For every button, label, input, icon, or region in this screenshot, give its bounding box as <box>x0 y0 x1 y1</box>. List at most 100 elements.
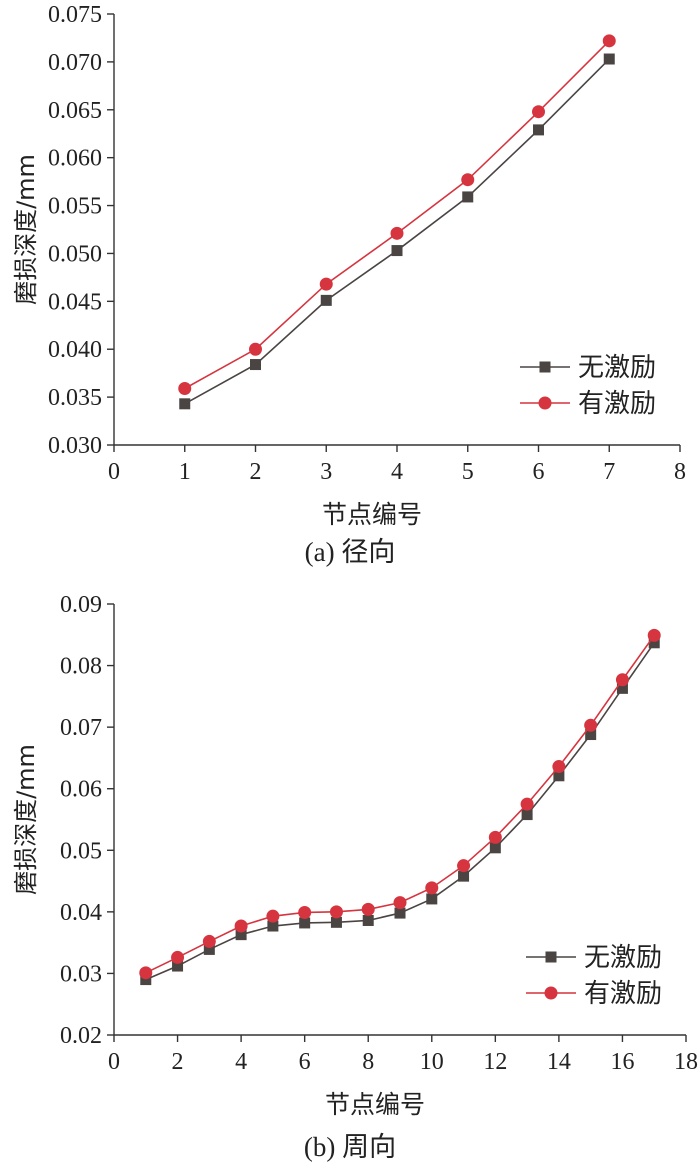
legend-marker-circle <box>544 986 558 1000</box>
series-line <box>184 40 610 390</box>
data-point-square <box>140 974 152 986</box>
legend-marker-square <box>539 361 551 373</box>
data-point-square <box>462 191 474 203</box>
data-point-circle <box>178 381 192 395</box>
data-point-square <box>585 729 597 741</box>
data-point-circle <box>390 226 404 240</box>
data-point-circle <box>520 797 534 811</box>
data-point-square <box>489 842 501 854</box>
y-axis-label: 磨损深度/mm <box>12 154 40 305</box>
data-point-circle <box>615 673 629 687</box>
y-tick-label: 0.030 <box>48 433 102 459</box>
legend-label: 有激励 <box>584 979 662 1009</box>
data-point-circle <box>425 881 439 895</box>
series-line <box>145 634 655 974</box>
y-tick-label: 0.055 <box>48 194 102 220</box>
y-tick-label: 0.040 <box>48 337 102 363</box>
data-point-square <box>616 682 628 694</box>
y-tick-label: 0.09 <box>60 592 102 618</box>
x-axis-label: 节点编号 <box>322 500 422 529</box>
data-point-square <box>320 294 332 306</box>
y-tick-label: 0.050 <box>48 241 102 267</box>
legend-label: 有激励 <box>578 389 656 419</box>
y-tick-label: 0.075 <box>48 2 102 28</box>
data-point-square <box>362 914 374 926</box>
data-point-circle <box>461 173 475 187</box>
y-tick-label: 0.065 <box>48 98 102 124</box>
x-tick-label: 2 <box>250 459 262 485</box>
data-point-circle <box>249 342 262 356</box>
y-tick-label: 0.08 <box>60 654 102 680</box>
y-tick-label: 0.070 <box>48 50 102 76</box>
data-point-square <box>330 916 342 928</box>
y-tick-label: 0.06 <box>60 777 102 803</box>
data-point-circle <box>393 896 407 910</box>
data-point-square <box>172 960 184 972</box>
x-tick-label: 4 <box>235 1049 247 1075</box>
chart-panel-circumferential: 0 2 4 6 8 10 12 14 16 18 0.02 0.03 0.04 0.05 0.06 0.07 0… <box>0 580 700 1162</box>
x-tick-label: 2 <box>172 1049 184 1075</box>
series-line <box>145 642 655 981</box>
x-axis-label: 节点编号 <box>325 1090 425 1119</box>
data-point-square <box>179 398 191 410</box>
data-point-circle <box>552 760 566 774</box>
y-tick-label: 0.03 <box>60 961 102 987</box>
x-tick-label: 8 <box>362 1049 374 1075</box>
data-point-square <box>648 637 660 649</box>
y-tick-label: 0.035 <box>48 385 102 411</box>
chart-panel-radial: 0 1 2 3 4 5 6 7 8 0.030 0.035 0.040 0.045 0.050 0.055 0… <box>0 0 700 580</box>
data-point-square <box>235 929 247 941</box>
data-point-circle <box>329 905 343 919</box>
x-tick-label: 0 <box>108 459 120 485</box>
x-tick-label: 3 <box>320 459 332 485</box>
x-tick-label: 0 <box>108 1049 120 1075</box>
chart-caption: (a) 径向 <box>304 537 396 567</box>
y-tick-label: 0.045 <box>48 289 102 315</box>
data-point-square <box>299 917 311 929</box>
x-tick-label: 1 <box>179 459 191 485</box>
y-tick-label: 0.05 <box>60 838 102 864</box>
data-point-circle <box>171 950 185 964</box>
legend-marker-square <box>545 951 557 963</box>
data-point-circle <box>234 919 248 933</box>
data-point-circle <box>532 105 545 119</box>
y-tick-label: 0.07 <box>60 715 102 741</box>
legend-label: 无激励 <box>584 943 662 973</box>
chart-circumferential: 0 2 4 6 8 10 12 14 16 18 0.02 0.03 0.04 0.05 0.06 0.07 0… <box>12 592 698 1119</box>
data-point-square <box>391 245 403 257</box>
x-tick-label: 5 <box>462 459 474 485</box>
x-tick-label: 16 <box>610 1049 634 1075</box>
data-point-square <box>553 770 565 782</box>
x-tick-label: 12 <box>483 1049 507 1075</box>
data-point-square <box>533 124 544 136</box>
x-tick-label: 10 <box>420 1049 444 1075</box>
data-point-circle <box>361 902 375 916</box>
x-tick-label: 8 <box>674 459 686 485</box>
x-tick-label: 6 <box>533 459 545 485</box>
data-point-square <box>426 893 438 905</box>
data-point-square <box>250 359 261 371</box>
data-point-square <box>521 809 533 821</box>
y-tick-label: 0.060 <box>48 146 102 172</box>
x-tick-label: 7 <box>603 459 615 485</box>
x-tick-label: 6 <box>299 1049 311 1075</box>
legend-marker-circle <box>538 396 552 410</box>
y-tick-label: 0.04 <box>60 900 102 926</box>
legend-label: 无激励 <box>578 353 656 383</box>
data-point-circle <box>139 966 153 980</box>
y-tick-label: 0.02 <box>60 1023 102 1049</box>
data-point-square <box>458 870 470 882</box>
y-axis-label: 磨损深度/mm <box>12 744 40 895</box>
chart-radial: 0 1 2 3 4 5 6 7 8 0.030 0.035 0.040 0.045 0.050 0.055 0… <box>12 2 686 529</box>
x-tick-label: 14 <box>547 1049 571 1075</box>
chart-caption: (b) 周向 <box>303 1132 397 1162</box>
data-point-circle <box>602 34 616 48</box>
data-point-circle <box>457 859 471 873</box>
data-point-square <box>267 920 279 932</box>
data-point-circle <box>488 830 502 844</box>
data-point-circle <box>319 277 333 291</box>
x-tick-label: 4 <box>391 459 403 485</box>
data-point-circle <box>584 718 598 732</box>
data-point-circle <box>266 909 280 923</box>
data-point-square <box>394 907 406 919</box>
